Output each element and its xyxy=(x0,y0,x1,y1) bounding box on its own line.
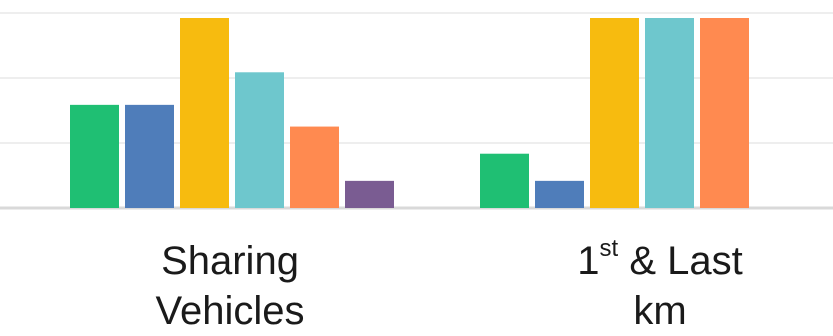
category-label-line: 1st & Last xyxy=(540,236,780,286)
bar xyxy=(590,18,639,208)
category-label-text: & Last xyxy=(618,239,743,283)
category-label-sharing-vehicles: Sharing Vehicles xyxy=(110,236,350,336)
bar xyxy=(345,180,394,208)
category-label-line: km xyxy=(633,289,687,333)
category-label-text: 1 xyxy=(577,239,600,283)
bar xyxy=(480,153,529,208)
category-label-first-last-km: 1st & Last km xyxy=(540,236,780,336)
category-label-line: Sharing xyxy=(161,239,299,283)
bar xyxy=(700,18,749,208)
bar xyxy=(645,18,694,208)
category-label-superscript: st xyxy=(599,235,619,262)
bar xyxy=(290,126,339,208)
bar xyxy=(535,180,584,208)
category-label-line: Vehicles xyxy=(155,289,305,333)
bar xyxy=(235,72,284,209)
bars xyxy=(70,18,749,209)
bar xyxy=(125,104,174,208)
bar xyxy=(180,18,229,208)
bar xyxy=(70,104,119,208)
